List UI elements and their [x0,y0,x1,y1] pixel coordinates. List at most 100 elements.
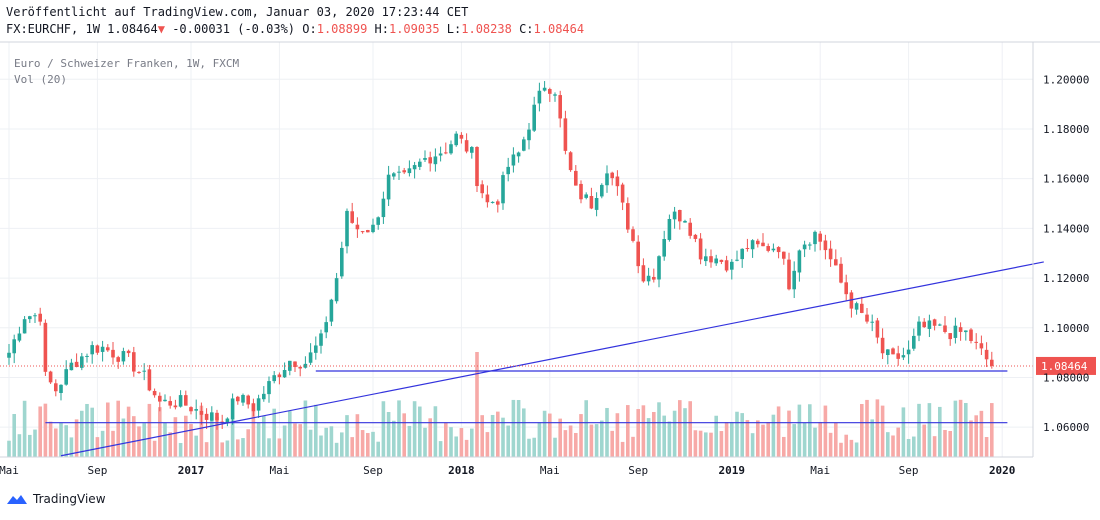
x-tick-label: Mai [540,464,560,477]
close-label: C: [519,22,534,36]
volume-bar [938,406,942,457]
volume-bar [620,441,625,457]
volume-bar [225,440,230,457]
x-tick-label: Mai [810,464,830,477]
candle-down [563,118,568,151]
candle-down [360,231,365,233]
x-tick-label: Sep [628,464,648,477]
candle-down [943,325,947,332]
volume-bar [901,407,906,457]
candle-up [121,351,126,362]
volume-bar [906,438,911,457]
candle-down [48,371,53,383]
candle-up [646,275,651,282]
candle-down [251,403,256,412]
candle-down [298,366,302,369]
candle-up [802,244,807,250]
volume-bar [433,406,438,457]
candle-down [147,369,152,391]
low-label: L: [446,22,462,36]
candle-down [849,292,854,309]
volume-bar [17,434,22,457]
candle-up [912,335,916,349]
candle-up [267,381,271,395]
volume-bar [948,430,952,457]
volume-bar [579,414,583,457]
candle-down [761,242,765,247]
candle-down [158,395,162,402]
volume-bar [672,410,677,457]
volume-bar [969,420,973,457]
candle-down [724,260,729,271]
volume-bar [345,415,349,457]
volume-bar [90,407,94,457]
volume-bar [657,402,661,457]
volume-bar [896,427,900,457]
candle-down [688,222,692,236]
candle-down [693,234,698,239]
volume-bar [636,409,640,457]
candle-down [485,194,490,203]
high-value: 1.09035 [388,22,440,36]
volume-bar [251,403,256,457]
candle-down [782,251,786,259]
volume-bar [865,399,869,457]
candle-down [293,361,297,368]
candle-down [111,349,115,358]
volume-bar [282,425,287,457]
volume-bar [215,416,219,457]
candle-down [558,95,562,119]
price-chart[interactable]: 1.08464 1.06000 1.08000 1.10000 1.12000 1.14… [0,0,1100,490]
volume-bar [314,404,318,457]
candle-down [350,211,354,223]
candle-up [7,352,11,358]
volume-bar [594,424,599,457]
volume-bar [719,431,724,457]
candle-up [17,333,22,341]
volume-bar [444,422,448,457]
candle-up [178,395,183,407]
volume-bar [766,422,770,457]
high-label: H: [374,22,389,36]
volume-bar [246,429,250,457]
volume-bar [589,424,594,457]
volume-bar [828,432,833,457]
volume-bar [334,442,339,457]
volume-bar [875,399,880,457]
volume-bar [958,399,963,457]
candle-down [366,230,370,233]
candle-up [314,345,318,353]
candle-up [730,261,734,270]
volume-bar [423,427,427,457]
candle-up [527,129,531,141]
candle-down [823,240,828,251]
axes: 1.06000 1.08000 1.10000 1.12000 1.14000 1.160… [0,41,1100,477]
volume-bar [371,431,375,457]
volume-bar [943,429,947,457]
volume-bar [324,427,328,457]
candle-up [449,144,453,154]
volume-bar [475,352,479,457]
candle-up [553,94,557,96]
volume-bar [360,430,365,457]
candle-down [496,201,500,205]
candle-up [412,165,417,170]
volume-bar [652,412,656,457]
volume-bar [194,435,198,457]
candle-up [381,198,386,218]
volume-bar [631,436,635,457]
chart-legend-title: Euro / Schweizer Franken, 1W, FXCM [14,57,240,70]
candle-up [230,398,235,420]
candle-down [698,238,703,260]
volume-bar [59,422,63,457]
volume-bar [137,426,141,457]
x-tick-label: Mai [269,464,289,477]
volume-bar [735,411,739,457]
volume-bar [542,410,547,457]
candle-up [272,375,276,382]
volume-bar [168,432,172,457]
candle-down [189,407,193,412]
tradingview-footer[interactable]: TradingView [6,492,106,506]
volume-bar [308,429,313,457]
volume-bar [979,410,984,457]
